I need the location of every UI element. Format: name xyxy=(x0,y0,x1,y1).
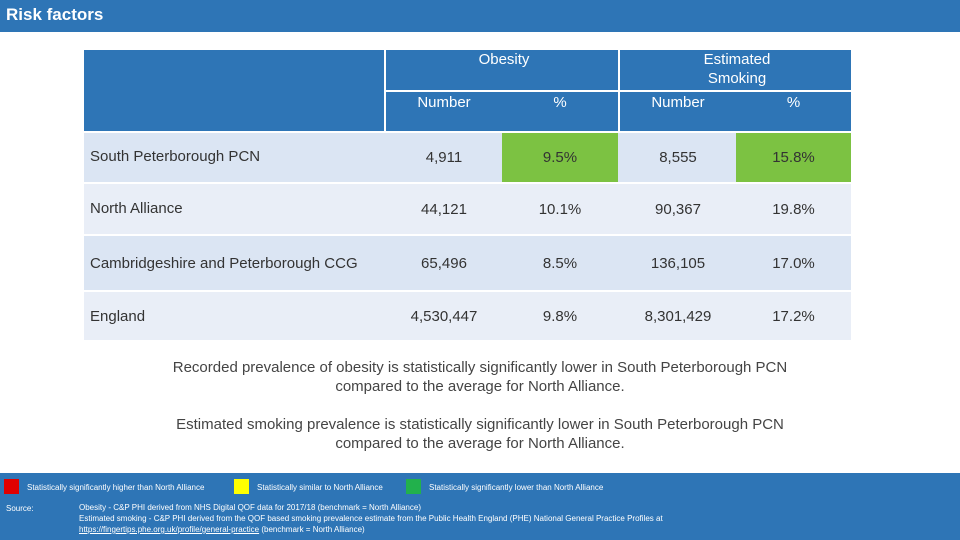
obesity-number-cell: 4,530,447 xyxy=(410,307,478,325)
legend-similar-label: Statistically similar to North Alliance xyxy=(257,483,383,492)
obesity-pct-header: % xyxy=(553,94,567,111)
source-label: Source: xyxy=(6,504,34,513)
obesity-number-cell: 44,121 xyxy=(421,200,467,218)
smoking-number-cell: 8,555 xyxy=(659,149,697,166)
legend-green-swatch xyxy=(406,479,421,494)
row-name: North Alliance xyxy=(90,199,183,217)
source-benchmark-suffix: (benchmark = North Alliance) xyxy=(259,525,365,534)
smoking-header: Estimated Smoking xyxy=(703,51,771,87)
table-row: England 4,530,447 9.8% 8,301,429 17.2% xyxy=(84,292,851,340)
smoking-pct-header: % xyxy=(786,94,801,111)
obesity-header: Obesity xyxy=(478,51,530,68)
table-row: South Peterborough PCN 4,911 9.5% 8,555 … xyxy=(84,133,851,182)
smoking-number-cell: 136,105 xyxy=(650,254,706,272)
table-row: North Alliance 44,121 10.1% 90,367 19.8% xyxy=(84,184,851,234)
table-header-blank xyxy=(84,50,384,131)
legend-higher-label: Statistically significantly higher than … xyxy=(27,483,205,492)
obesity-pct-cell: 8.5% xyxy=(542,254,578,272)
page-title: Risk factors xyxy=(6,5,104,24)
row-name: England xyxy=(90,307,146,325)
legend-lower-label: Statistically significantly lower than N… xyxy=(429,483,604,492)
obesity-number-cell: 65,496 xyxy=(421,254,467,272)
smoking-pct-cell: 17.2% xyxy=(772,307,815,325)
obesity-pct-cell: 10.1% xyxy=(538,200,582,218)
title-bar: Risk factors xyxy=(0,0,960,32)
smoking-number-cell: 8,301,429 xyxy=(644,307,712,325)
legend-yellow-swatch xyxy=(234,479,249,494)
smoking-note: Estimated smoking prevalence is statisti… xyxy=(176,416,784,452)
footer: Statistically significantly higher than … xyxy=(0,473,960,540)
smoking-pct-cell: 17.0% xyxy=(772,254,815,272)
fingertips-link[interactable]: https://fingertips.phe.org.uk/profile/ge… xyxy=(79,525,260,534)
obesity-number-header: Number xyxy=(417,94,471,111)
header-divider xyxy=(386,90,851,92)
legend-red-swatch xyxy=(4,479,19,494)
table-row: Cambridgeshire and Peterborough CCG 65,4… xyxy=(84,236,851,290)
source-line-link-row: https://fingertips.phe.org.uk/profile/ge… xyxy=(79,525,365,534)
obesity-note: Recorded prevalence of obesity is statis… xyxy=(172,359,788,395)
obesity-pct-cell: 9.8% xyxy=(542,307,578,325)
row-name: South Peterborough PCN xyxy=(90,147,261,165)
smoking-number-cell: 90,367 xyxy=(655,200,701,218)
source-line-obesity: Obesity - C&P PHI derived from NHS Digit… xyxy=(79,503,421,512)
source-line-smoking: Estimated smoking - C&P PHI derived from… xyxy=(79,514,663,523)
row-name: Cambridgeshire and Peterborough CCG xyxy=(90,254,358,272)
smoking-number-header: Number xyxy=(651,94,705,111)
obesity-number-cell: 4,911 xyxy=(425,149,463,166)
obesity-pct-cell: 9.5% xyxy=(502,133,618,182)
smoking-pct-cell: 15.8% xyxy=(736,133,851,182)
smoking-pct-cell: 19.8% xyxy=(772,200,815,218)
